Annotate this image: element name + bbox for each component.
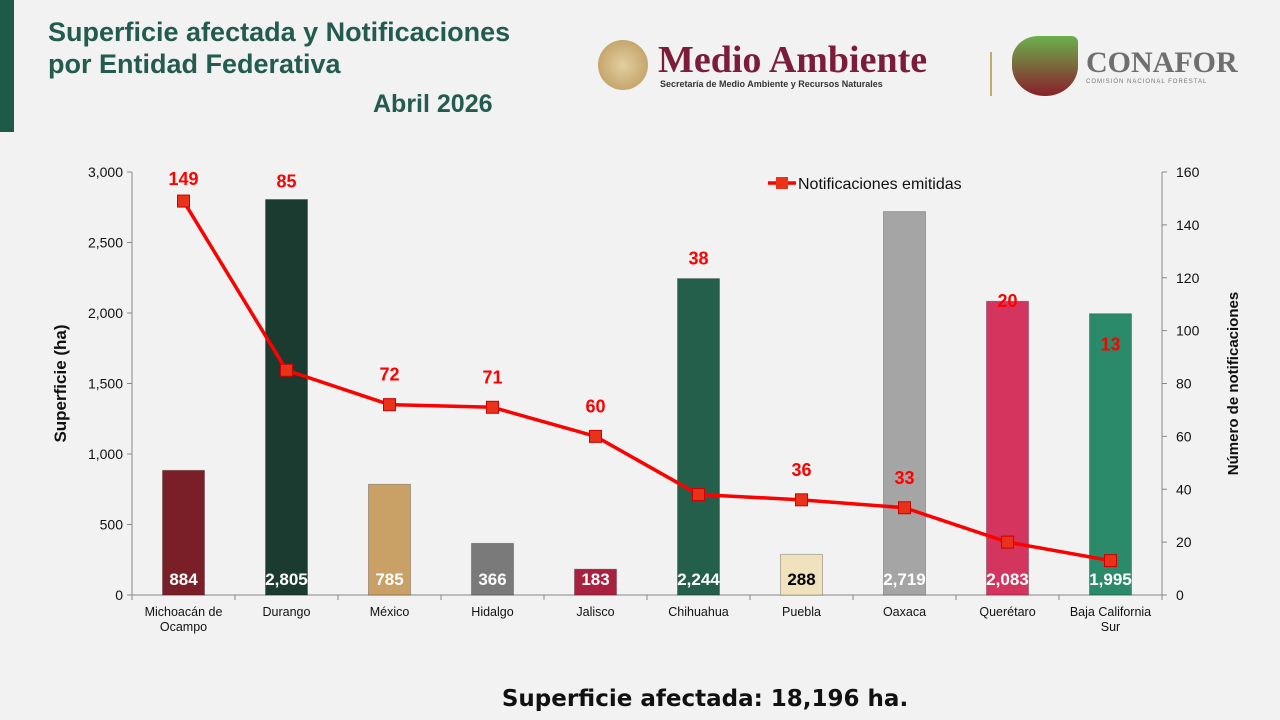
legend-marker — [776, 177, 788, 189]
line-marker — [898, 501, 911, 515]
legend-label: Notificaciones emitidas — [798, 176, 962, 193]
bar — [883, 211, 926, 596]
bar-value-label: 183 — [581, 570, 609, 589]
total-surface: Superficie afectada: 18,196 ha. — [501, 686, 909, 712]
y-axis-title: Superficie (ha) — [51, 324, 70, 442]
x-tick-label: Sur — [1101, 620, 1120, 634]
line-marker — [486, 400, 499, 414]
bar-value-label: 2,719 — [883, 570, 926, 589]
x-tick-label: Baja California — [1070, 605, 1151, 619]
bar — [162, 469, 205, 596]
bar-value-label: 2,083 — [986, 570, 1029, 589]
semarnat-name: Medio Ambiente — [658, 39, 928, 81]
x-tick-label: Hidalgo — [471, 605, 513, 619]
y-tick-label: 0 — [115, 587, 123, 603]
line-marker — [1001, 535, 1014, 549]
line-marker — [692, 488, 705, 502]
title-line-1: Superficie afectada y Notificaciones — [48, 17, 511, 47]
x-tick-label: México — [370, 605, 410, 619]
bar-value-label: 366 — [478, 570, 506, 589]
x-tick-label: Ocampo — [160, 620, 207, 634]
bar-value-label: 2,244 — [677, 570, 720, 589]
conafor-subtitle: COMISIÓN NACIONAL FORESTAL — [1086, 79, 1208, 85]
notifications-line — [182, 200, 1111, 563]
line-value-label: 60 — [585, 396, 605, 416]
bar-value-label: 2,805 — [265, 570, 308, 589]
x-tick-label: Jalisco — [576, 605, 614, 619]
y2-tick-label: 20 — [1176, 534, 1192, 550]
y2-tick-label: 80 — [1176, 376, 1192, 392]
line-value-label: 20 — [997, 291, 1017, 311]
accent-bar — [0, 0, 14, 132]
y-tick-label: 500 — [100, 517, 124, 533]
bar — [780, 553, 823, 596]
x-tick-label: Puebla — [782, 605, 821, 619]
x-tick-label: Chihuahua — [668, 605, 729, 619]
line-marker — [1104, 554, 1117, 568]
conafor-emblem-icon — [1012, 36, 1078, 96]
y-tick-label: 3,000 — [88, 164, 123, 180]
x-tick-label: Querétaro — [979, 605, 1035, 619]
y2-axis-title: Número de notificaciones — [1225, 292, 1242, 475]
bar — [986, 300, 1029, 596]
line-marker — [177, 194, 190, 208]
report-date: Abril 2026 — [373, 90, 493, 118]
semarnat-logo: Medio Ambiente Secretaría de Medio Ambien… — [598, 40, 927, 90]
line-marker — [795, 493, 808, 507]
y2-tick-label: 140 — [1176, 217, 1200, 233]
title-line-2: por Entidad Federativa — [48, 49, 341, 79]
y2-tick-label: 100 — [1176, 323, 1200, 339]
line-value-label: 36 — [791, 460, 811, 480]
y2-tick-label: 40 — [1176, 481, 1192, 497]
y2-tick-label: 0 — [1176, 587, 1184, 603]
bar — [265, 198, 308, 596]
line-marker — [589, 429, 602, 443]
bar-value-label: 288 — [787, 570, 815, 589]
y2-tick-label: 60 — [1176, 428, 1192, 444]
line-value-label: 72 — [379, 365, 399, 385]
bar — [368, 483, 411, 596]
bar — [677, 278, 720, 596]
x-tick-label: Michoacán de — [145, 605, 223, 619]
x-tick-label: Oaxaca — [883, 605, 926, 619]
line-value-label: 33 — [894, 468, 914, 488]
bar — [1089, 313, 1132, 596]
bar-value-label: 1,995 — [1089, 570, 1132, 589]
line-marker — [383, 398, 396, 412]
bar-value-label: 884 — [169, 570, 198, 589]
y-tick-label: 2,500 — [88, 235, 123, 251]
line-value-label: 38 — [688, 249, 708, 269]
logo-divider — [990, 52, 992, 96]
line-value-label: 71 — [482, 367, 502, 387]
bar-value-label: 785 — [375, 570, 403, 589]
line-value-label: 85 — [276, 171, 296, 191]
line-value-label: 149 — [168, 169, 198, 189]
conafor-name: CONAFOR — [1086, 46, 1238, 79]
x-tick-label: Durango — [263, 605, 311, 619]
y2-tick-label: 120 — [1176, 270, 1200, 286]
y-tick-label: 1,500 — [88, 376, 123, 392]
y2-tick-label: 160 — [1176, 164, 1200, 180]
bar — [574, 568, 617, 596]
bar — [471, 542, 514, 596]
conafor-logo: CONAFOR COMISIÓN NACIONAL FORESTAL — [1012, 36, 1238, 96]
y-tick-label: 2,000 — [88, 305, 123, 321]
national-seal-icon — [598, 40, 648, 90]
y-tick-label: 1,000 — [88, 446, 123, 462]
semarnat-subtitle: Secretaría de Medio Ambiente y Recursos … — [660, 79, 883, 89]
line-value-label: 13 — [1100, 335, 1120, 355]
line-marker — [280, 363, 293, 377]
page-title: Superficie afectada y Notificaciones por … — [48, 16, 578, 80]
